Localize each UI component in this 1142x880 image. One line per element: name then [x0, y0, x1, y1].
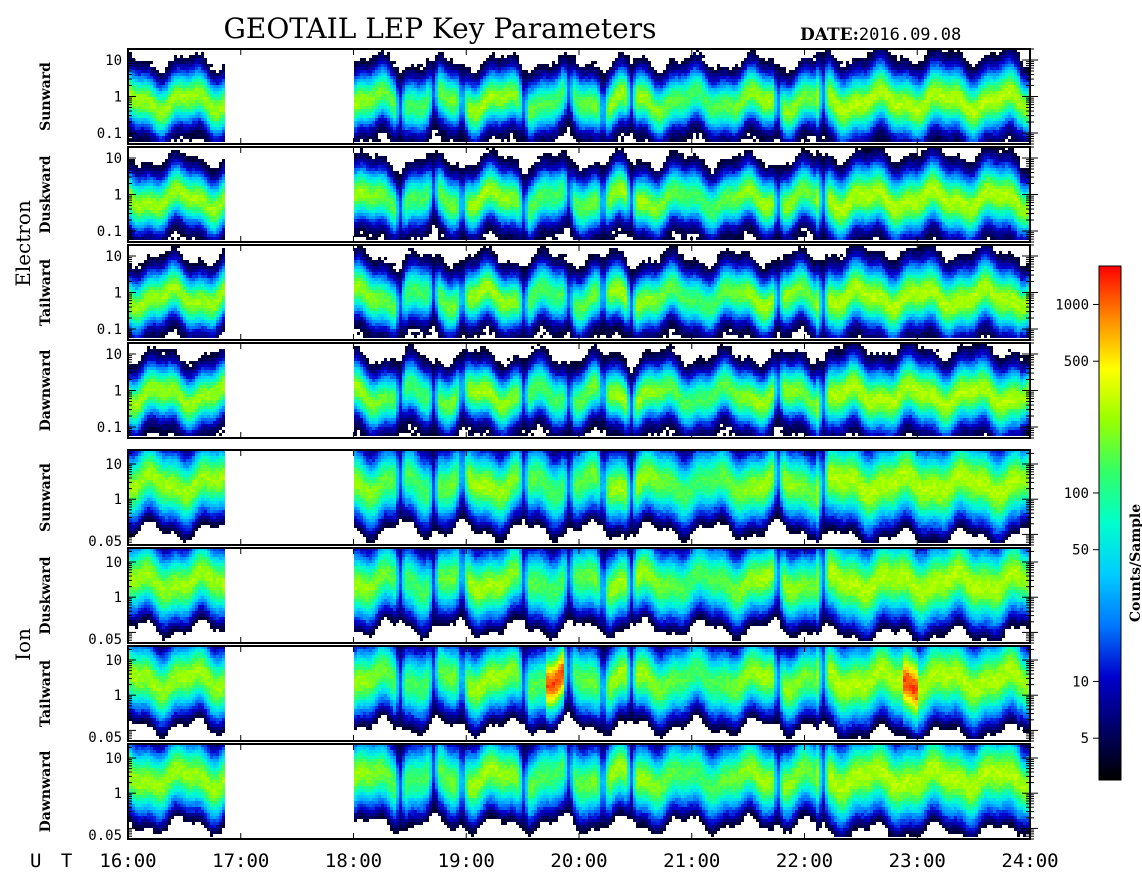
- y-tick-label: 1: [114, 492, 122, 508]
- y-tick-label: 10: [105, 249, 122, 265]
- y-tick-label: 10: [105, 457, 122, 473]
- x-tick-label: 18:00: [325, 850, 382, 872]
- x-tick-label: 23:00: [889, 850, 946, 872]
- panel-electron-tailward: Tailward 10 1 0.1: [38, 245, 1038, 340]
- y-tick-label: 1: [114, 590, 122, 606]
- direction-label: Tailward: [38, 660, 54, 727]
- panel-ion-dawnward: Dawnward 10 1 0.05: [38, 744, 1038, 844]
- panel-electron-dawnward: Dawnward 10 1 0.1: [38, 343, 1038, 438]
- y-tick-label: 1: [114, 188, 122, 204]
- y-tick-label: 0.1: [97, 126, 122, 142]
- panel-ion-tailward: Tailward 10 1 0.05: [38, 646, 1038, 746]
- date-label: DATE:: [800, 25, 859, 45]
- date-readout: DATE:2016.09.08: [800, 25, 961, 45]
- direction-label: Sunward: [38, 463, 54, 532]
- y-tick-label: 10: [105, 653, 122, 669]
- panel-ion-sunward: Sunward 10 1 0.05: [38, 450, 1038, 550]
- y-tick-label: 0.1: [97, 224, 122, 240]
- direction-label: Dawnward: [38, 349, 54, 431]
- colorbar-label: Counts/Sample: [1128, 504, 1142, 622]
- x-tick-label: 24:00: [1001, 850, 1058, 872]
- direction-label: Duskward: [38, 155, 54, 233]
- x-axis-label: U T: [30, 850, 76, 872]
- panel-electron-sunward: Sunward 10 1 0.1: [38, 49, 1038, 144]
- y-tick-label: 0.05: [88, 534, 122, 550]
- direction-label: Sunward: [38, 62, 54, 131]
- y-tick-label: 10: [105, 53, 122, 69]
- colorbar-tick-label: 50: [1072, 543, 1089, 559]
- date-value: 2016.09.08: [859, 25, 961, 45]
- colorbar-tick-label: 1000: [1055, 297, 1089, 313]
- lep-spectrogram-figure: GEOTAIL LEP Key Parameters DATE:2016.09.…: [0, 0, 1142, 880]
- panel-electron-duskward: Duskward 10 1 0.1: [38, 147, 1038, 242]
- group-label-ion: Ion: [11, 628, 35, 661]
- direction-label: Tailward: [38, 259, 54, 326]
- y-tick-label: 0.05: [88, 828, 122, 844]
- colorbar-tick-label: 5: [1081, 731, 1089, 747]
- y-tick-label: 1: [114, 786, 122, 802]
- direction-label: Dawnward: [38, 750, 54, 832]
- y-tick-label: 0.05: [88, 730, 122, 746]
- x-tick-label: 21:00: [663, 850, 720, 872]
- y-tick-label: 0.1: [97, 322, 122, 338]
- x-tick-label: 22:00: [776, 850, 833, 872]
- y-tick-label: 0.1: [97, 420, 122, 436]
- x-tick-label: 20:00: [550, 850, 607, 872]
- y-tick-label: 1: [114, 90, 122, 106]
- x-tick-label: 19:00: [438, 850, 495, 872]
- colorbar: 1000 500 100 50 10 5 Counts/Sample: [1055, 266, 1142, 780]
- y-tick-label: 1: [114, 384, 122, 400]
- y-tick-label: 10: [105, 151, 122, 167]
- x-tick-label: 17:00: [212, 850, 269, 872]
- y-tick-label: 10: [105, 555, 122, 571]
- colorbar-tick-label: 500: [1064, 354, 1089, 370]
- group-label-electron: Electron: [11, 200, 35, 287]
- direction-label: Duskward: [38, 556, 54, 634]
- y-tick-label: 0.05: [88, 632, 122, 648]
- x-tick-label: 16:00: [99, 850, 156, 872]
- colorbar-tick-label: 10: [1072, 674, 1089, 690]
- colorbar-gradient: [1099, 266, 1121, 780]
- y-tick-label: 10: [105, 347, 122, 363]
- chart-title: GEOTAIL LEP Key Parameters: [224, 12, 657, 45]
- y-tick-label: 1: [114, 286, 122, 302]
- panel-ion-duskward: Duskward 10 1 0.05: [38, 548, 1038, 648]
- y-tick-label: 1: [114, 688, 122, 704]
- colorbar-tick-label: 100: [1064, 486, 1089, 502]
- y-tick-label: 10: [105, 751, 122, 767]
